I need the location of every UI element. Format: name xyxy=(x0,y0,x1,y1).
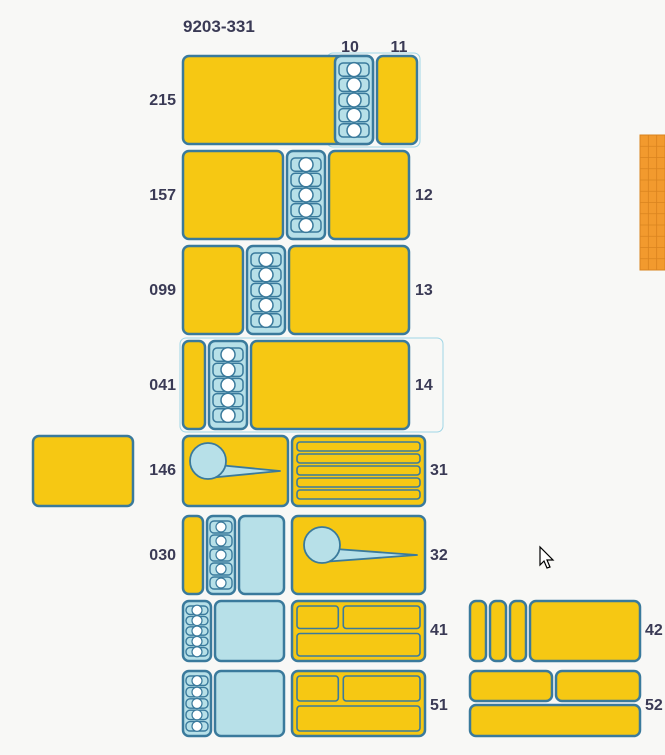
label-157: 157 xyxy=(149,187,176,204)
block-r6-a[interactable] xyxy=(183,516,203,594)
block-r5-right[interactable] xyxy=(292,436,425,506)
mouse-cursor-icon xyxy=(540,547,553,568)
block-loose-yellow[interactable] xyxy=(33,436,133,506)
label-52: 52 xyxy=(645,697,663,714)
block-r8-right[interactable] xyxy=(292,671,425,736)
block-r8-slot[interactable] xyxy=(183,671,211,736)
block-r1-slot[interactable] xyxy=(335,56,373,144)
block-r4-slot[interactable] xyxy=(209,341,247,429)
block-r3-slot[interactable] xyxy=(247,246,285,334)
label-099: 099 xyxy=(149,282,176,299)
block-r8-52a[interactable] xyxy=(470,671,552,701)
label-10: 10 xyxy=(341,39,359,56)
label-14: 14 xyxy=(415,377,433,394)
block-r7-slot[interactable] xyxy=(183,601,211,661)
block-r8-52c[interactable] xyxy=(470,705,640,736)
diagram-title: 9203-331 xyxy=(183,17,255,36)
block-r7-42d[interactable] xyxy=(530,601,640,661)
label-13: 13 xyxy=(415,282,433,299)
label-42: 42 xyxy=(645,622,663,639)
block-r2-main[interactable] xyxy=(183,151,283,239)
block-r2-tail[interactable] xyxy=(329,151,409,239)
block-r7-42c[interactable] xyxy=(510,601,526,661)
label-32: 32 xyxy=(430,547,448,564)
label-041: 041 xyxy=(149,377,176,394)
block-r8-52b[interactable] xyxy=(556,671,640,701)
block-r7-b[interactable] xyxy=(215,601,284,661)
label-51: 51 xyxy=(430,697,448,714)
block-r6-b[interactable] xyxy=(239,516,284,594)
label-12: 12 xyxy=(415,187,433,204)
label-11: 11 xyxy=(391,39,408,56)
block-r1-tail[interactable] xyxy=(377,56,417,144)
label-215: 215 xyxy=(149,92,176,109)
block-r3-main[interactable] xyxy=(183,246,243,334)
block-r8-b[interactable] xyxy=(215,671,284,736)
label-146: 146 xyxy=(149,462,176,479)
label-41: 41 xyxy=(430,622,448,639)
label-31: 31 xyxy=(430,462,448,479)
block-r6-right[interactable] xyxy=(292,516,425,594)
block-r4-tail[interactable] xyxy=(251,341,409,429)
block-r5-left[interactable] xyxy=(183,436,288,506)
block-r7-42a[interactable] xyxy=(470,601,486,661)
label-030: 030 xyxy=(149,547,176,564)
block-r6-slot[interactable] xyxy=(207,516,235,594)
orange-strip[interactable] xyxy=(640,135,665,270)
block-r2-slot[interactable] xyxy=(287,151,325,239)
diagram-canvas[interactable]: 9203-331 10 11 215 157 12 099 13 041 14 146 31 030 32… xyxy=(0,0,665,755)
block-r3-tail[interactable] xyxy=(289,246,409,334)
block-r4-main[interactable] xyxy=(183,341,205,429)
block-r7-right[interactable] xyxy=(292,601,425,661)
block-r7-42b[interactable] xyxy=(490,601,506,661)
